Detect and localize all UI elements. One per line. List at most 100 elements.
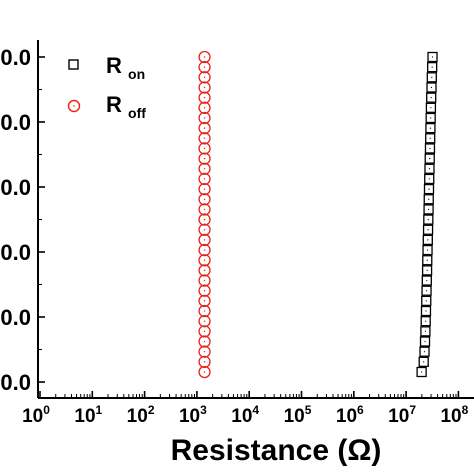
roff-point-dot bbox=[203, 188, 206, 190]
x-ticks: 100 101 102 103 104 105 106 107 108 bbox=[22, 391, 469, 427]
x-tick-label: 102 bbox=[127, 403, 155, 427]
roff-point-dot bbox=[203, 76, 206, 79]
legend-ron-sub: on bbox=[128, 66, 145, 82]
legend-marker-roff bbox=[67, 99, 81, 113]
roff-point bbox=[198, 172, 211, 186]
x-tick-label: 108 bbox=[440, 403, 468, 427]
roff-point-dot bbox=[203, 300, 206, 302]
x-axis-title: Resistance (Ω) bbox=[171, 434, 382, 467]
x-tick-label: 104 bbox=[231, 403, 259, 427]
ron-point-dot bbox=[423, 351, 426, 353]
roff-point-dot bbox=[203, 117, 206, 119]
roff-point bbox=[198, 254, 211, 267]
ron-point-dot bbox=[430, 86, 433, 89]
roff-point-dot bbox=[203, 157, 206, 160]
roff-point bbox=[198, 203, 211, 216]
ron-point-dot bbox=[430, 107, 432, 109]
y-tick-label: 0.0 bbox=[0, 240, 31, 265]
legend-marker-ron bbox=[68, 59, 79, 70]
roff-point-dot bbox=[203, 330, 206, 333]
x-tick-label: 106 bbox=[336, 403, 364, 427]
roff-point bbox=[198, 121, 211, 135]
ron-point-dot bbox=[425, 310, 427, 312]
ron-point-dot bbox=[426, 249, 429, 251]
ron-point-dot bbox=[425, 290, 428, 292]
ron-point-dot bbox=[431, 76, 433, 78]
roff-point-dot bbox=[203, 340, 206, 343]
roff-point-dot bbox=[203, 178, 206, 180]
roff-point bbox=[198, 274, 211, 287]
roff-point bbox=[198, 345, 211, 358]
roff-point bbox=[198, 233, 211, 247]
y-tick-label: 0.0 bbox=[0, 305, 31, 330]
ron-point-dot bbox=[428, 188, 430, 190]
roff-point-dot bbox=[203, 249, 206, 251]
ron-point-dot bbox=[424, 330, 427, 332]
roff-point-dot bbox=[203, 107, 206, 109]
roff-point bbox=[198, 213, 211, 226]
ron-point-dot bbox=[429, 147, 431, 150]
roff-point bbox=[198, 335, 211, 348]
y-tick-label: 0.0 bbox=[0, 110, 31, 135]
legend-roff-main: R bbox=[106, 92, 122, 117]
roff-point bbox=[198, 162, 211, 175]
ron-point-dot bbox=[426, 259, 428, 261]
roff-point bbox=[198, 101, 211, 114]
roff-point bbox=[198, 223, 211, 236]
ron-point-dot bbox=[430, 97, 432, 99]
ron-point-dot bbox=[431, 56, 434, 58]
legend-ron-main: R bbox=[106, 53, 122, 78]
roff-point bbox=[198, 294, 211, 308]
roff-point bbox=[198, 111, 211, 125]
y-tick-label: 0.0 bbox=[0, 175, 31, 200]
roff-point-dot bbox=[203, 66, 206, 68]
x-tick-label: 100 bbox=[22, 403, 50, 427]
y-tick-label: 0.0 bbox=[0, 45, 31, 70]
roff-point bbox=[198, 182, 211, 196]
series-layer bbox=[198, 50, 438, 379]
roff-point bbox=[198, 61, 211, 74]
x-tick-label: 107 bbox=[388, 403, 416, 427]
roff-point-dot bbox=[203, 218, 206, 221]
ron-point-dot bbox=[428, 198, 430, 200]
roff-point-dot bbox=[203, 147, 206, 150]
y-tick-label: 0.0 bbox=[0, 370, 31, 395]
roff-point bbox=[198, 142, 211, 155]
roff-point-dot bbox=[203, 371, 206, 373]
ron-point-dot bbox=[421, 371, 423, 373]
ron-point-dot bbox=[426, 279, 428, 282]
roff-point-dot bbox=[203, 239, 206, 241]
roff-point bbox=[198, 325, 211, 338]
roff-point bbox=[198, 132, 211, 145]
y-ticks: 0.0 0.0 0.0 0.0 0.0 0.0 bbox=[0, 45, 45, 395]
roff-point bbox=[198, 50, 211, 64]
legend-label-ron: R on bbox=[106, 53, 145, 82]
ron-point-dot bbox=[424, 340, 426, 343]
legend: R on R off bbox=[67, 53, 146, 121]
roff-point-dot bbox=[203, 86, 206, 89]
ron-point-dot bbox=[429, 158, 431, 160]
x-tick-label: 101 bbox=[74, 403, 102, 427]
ron-point-dot bbox=[427, 229, 429, 231]
roff-point bbox=[198, 91, 211, 104]
plot-frame bbox=[37, 40, 474, 399]
roff-point bbox=[198, 355, 211, 368]
x-tick-label: 105 bbox=[284, 403, 312, 427]
roff-point-dot bbox=[203, 127, 206, 129]
ron-point-dot bbox=[428, 178, 430, 180]
roff-point-dot bbox=[203, 168, 206, 170]
roff-point bbox=[198, 193, 211, 206]
ron-point-dot bbox=[428, 168, 431, 170]
roff-point-dot bbox=[203, 279, 206, 282]
x-tick-label: 103 bbox=[179, 403, 207, 427]
roff-point bbox=[198, 264, 211, 277]
ron-point-dot bbox=[423, 361, 425, 363]
ron-point-dot bbox=[425, 320, 427, 322]
ron-point-dot bbox=[431, 66, 433, 68]
roff-point-dot bbox=[203, 320, 206, 322]
ron-point-dot bbox=[427, 208, 430, 211]
roff-point-dot bbox=[203, 56, 206, 58]
roff-point-dot bbox=[203, 259, 206, 261]
roff-point bbox=[198, 315, 211, 328]
